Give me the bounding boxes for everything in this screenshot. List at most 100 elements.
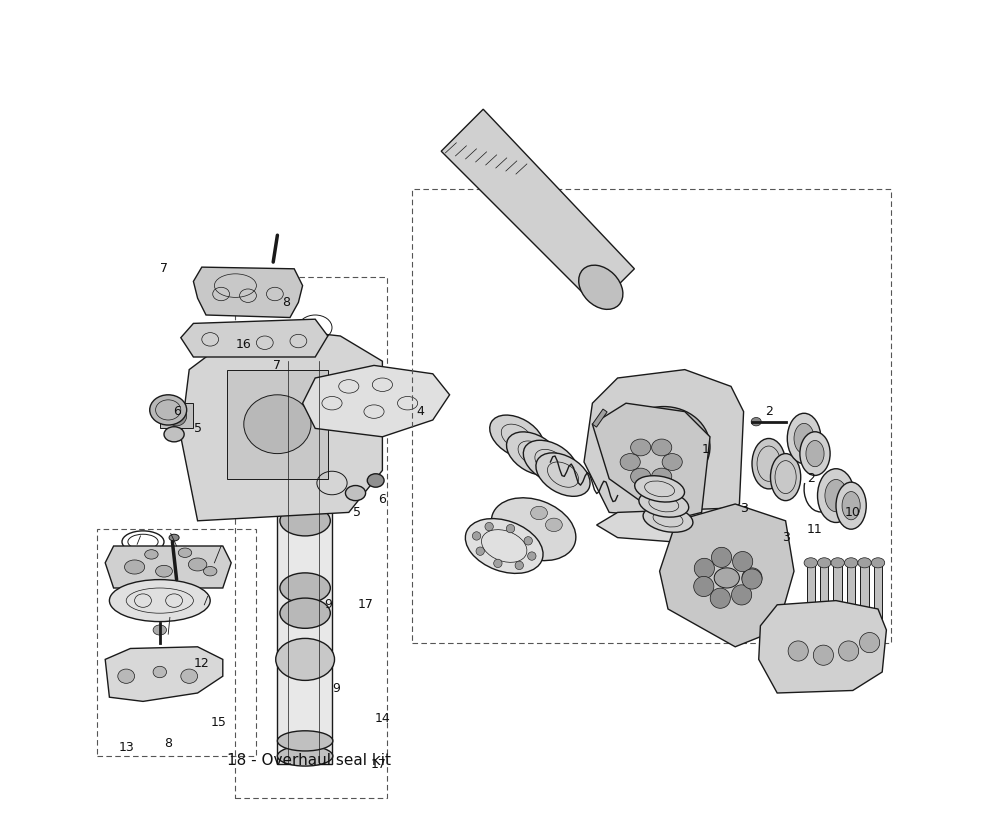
Ellipse shape [620,454,640,470]
Bar [592,409,607,427]
Ellipse shape [813,645,833,665]
Ellipse shape [491,498,576,560]
Ellipse shape [277,381,333,401]
Polygon shape [193,267,303,318]
Ellipse shape [804,558,818,568]
Ellipse shape [836,482,866,529]
Ellipse shape [506,524,515,533]
Bar [860,563,869,638]
Text: 11: 11 [807,522,823,536]
Polygon shape [660,504,794,647]
Ellipse shape [280,598,330,628]
Text: 18 - Overhaul seal kit: 18 - Overhaul seal kit [227,753,391,768]
Ellipse shape [662,454,682,470]
Ellipse shape [871,558,885,568]
Ellipse shape [806,440,824,467]
Ellipse shape [842,491,860,520]
Bar [97,529,256,756]
Ellipse shape [367,474,384,487]
Ellipse shape [494,559,502,568]
Ellipse shape [507,432,561,475]
Ellipse shape [788,641,808,661]
Ellipse shape [280,438,330,469]
Ellipse shape [178,548,192,558]
Ellipse shape [465,518,543,574]
Ellipse shape [631,439,651,456]
Ellipse shape [490,415,544,459]
Ellipse shape [751,417,761,426]
Polygon shape [759,601,886,693]
Ellipse shape [742,568,762,588]
Ellipse shape [277,746,333,766]
Ellipse shape [528,552,536,560]
Text: 7: 7 [160,262,168,276]
Bar [833,563,842,638]
Polygon shape [584,370,744,521]
Bar [874,563,882,638]
Ellipse shape [476,547,484,555]
Ellipse shape [277,731,333,751]
Bar [160,403,193,428]
Ellipse shape [711,548,732,568]
Bar [277,361,332,764]
Bar [820,563,828,638]
Bar [235,277,387,798]
Ellipse shape [277,397,333,417]
Polygon shape [181,328,382,521]
Ellipse shape [825,480,847,512]
Ellipse shape [203,566,217,576]
Ellipse shape [634,422,693,472]
Ellipse shape [714,568,739,588]
Ellipse shape [181,669,198,684]
Text: 2: 2 [765,405,773,418]
Text: 17: 17 [358,598,374,612]
Polygon shape [181,319,328,357]
Ellipse shape [153,625,167,635]
Ellipse shape [280,573,330,603]
Ellipse shape [732,585,752,605]
Ellipse shape [150,395,187,425]
Ellipse shape [818,469,854,522]
Ellipse shape [164,427,184,442]
Ellipse shape [618,407,710,487]
Text: 9: 9 [332,682,340,696]
Text: 15: 15 [211,716,227,729]
Text: 6: 6 [378,493,386,507]
Ellipse shape [169,534,179,541]
Ellipse shape [787,413,821,464]
Ellipse shape [652,439,672,456]
Ellipse shape [153,666,167,678]
Text: 16: 16 [236,338,252,351]
Ellipse shape [831,558,844,568]
Text: 7: 7 [273,359,281,372]
Ellipse shape [794,423,814,454]
Ellipse shape [545,518,562,532]
Text: 17: 17 [370,758,386,771]
Bar [847,563,855,638]
Text: 12: 12 [194,657,210,670]
Text: 2: 2 [807,472,815,486]
Polygon shape [303,365,450,437]
Ellipse shape [536,453,590,496]
Ellipse shape [818,558,831,568]
Ellipse shape [188,558,207,571]
Polygon shape [105,546,231,588]
Ellipse shape [145,549,158,559]
Ellipse shape [156,565,172,577]
Ellipse shape [839,641,859,661]
Ellipse shape [733,552,753,572]
Ellipse shape [860,633,880,653]
Polygon shape [597,508,748,546]
Ellipse shape [276,638,335,680]
Text: 5: 5 [353,506,361,519]
Text: 10: 10 [845,506,861,519]
Ellipse shape [652,468,672,485]
Text: 6: 6 [173,405,181,418]
Text: 13: 13 [118,741,134,754]
Ellipse shape [472,532,481,540]
Bar [807,563,815,638]
Ellipse shape [742,569,762,589]
Ellipse shape [752,438,786,489]
Ellipse shape [125,560,145,574]
Ellipse shape [523,440,577,484]
